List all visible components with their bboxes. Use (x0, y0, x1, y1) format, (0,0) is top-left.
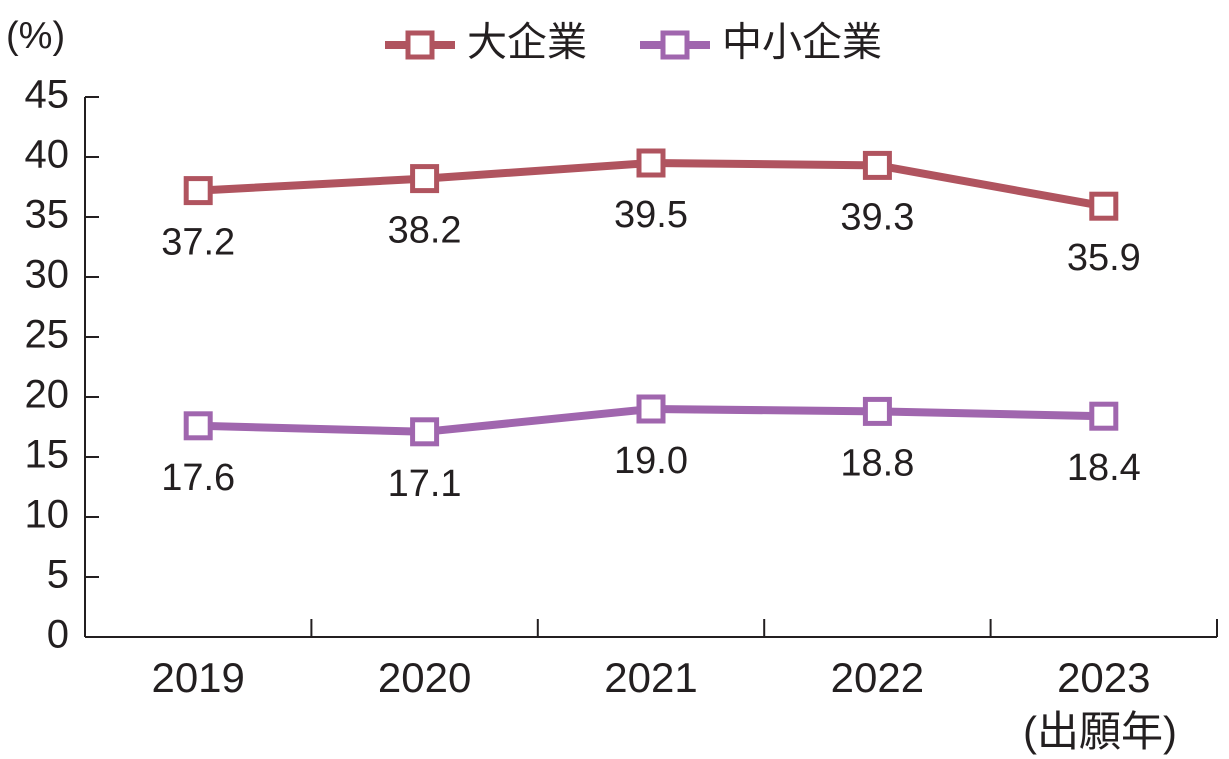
data-label: 18.8 (840, 442, 914, 484)
y-axis-unit-label: (%) (6, 15, 65, 57)
data-point-marker (410, 164, 440, 194)
y-tick-label: 10 (25, 493, 70, 537)
y-tick-label: 20 (25, 373, 70, 417)
legend-label: 中小企業 (722, 21, 882, 65)
series-layer: 37.2 38.2 39.5 39.3 35.9 17.6 17.1 19.0 18.8 18.4 (161, 148, 1141, 505)
legend-marker (660, 30, 690, 60)
data-label: 18.4 (1067, 447, 1141, 489)
data-point-marker (636, 148, 666, 178)
data-label: 39.3 (840, 196, 914, 238)
legend-item: 大企業 (385, 21, 587, 65)
legend: 大企業 中小企業 (385, 21, 882, 65)
data-point-marker (1089, 401, 1119, 431)
data-label: 35.9 (1067, 237, 1141, 279)
data-label: 19.0 (614, 440, 688, 482)
data-point-marker (862, 396, 892, 426)
data-point-marker (1089, 191, 1119, 221)
y-tick-label: 40 (25, 133, 70, 177)
x-tick-label: 2019 (151, 654, 244, 701)
y-tick-label: 5 (47, 553, 69, 597)
y-tick-label: 35 (25, 193, 70, 237)
legend-marker (405, 30, 435, 60)
y-tick-label: 0 (47, 613, 69, 657)
y-tick-label: 30 (25, 253, 70, 297)
data-point-marker (636, 394, 666, 424)
x-axis-unit-label: (出願年) (1023, 708, 1177, 755)
data-label: 17.1 (388, 463, 462, 505)
data-label: 37.2 (161, 222, 235, 264)
data-label: 17.6 (161, 457, 235, 499)
series-1: 37.2 38.2 39.5 39.3 35.9 (161, 148, 1141, 279)
x-tick-label: 2023 (1057, 654, 1150, 701)
data-label: 38.2 (388, 210, 462, 252)
axes: 0 5 10 15 20 25 30 35 40 45 2019 2020 2021 2022 2023 (25, 73, 1218, 701)
data-label: 39.5 (614, 194, 688, 236)
legend-item: 中小企業 (640, 21, 882, 65)
data-point-marker (410, 417, 440, 447)
x-tick-label: 2022 (831, 654, 924, 701)
data-point-marker (862, 150, 892, 180)
y-tick-label: 15 (25, 433, 70, 477)
x-tick-label: 2021 (604, 654, 697, 701)
legend-label: 大企業 (467, 21, 587, 65)
data-point-marker (183, 411, 213, 441)
series-2: 17.6 17.1 19.0 18.8 18.4 (161, 394, 1141, 505)
x-tick-label: 2020 (378, 654, 471, 701)
y-tick-label: 25 (25, 313, 70, 357)
data-point-marker (183, 176, 213, 206)
y-tick-label: 45 (25, 73, 70, 117)
